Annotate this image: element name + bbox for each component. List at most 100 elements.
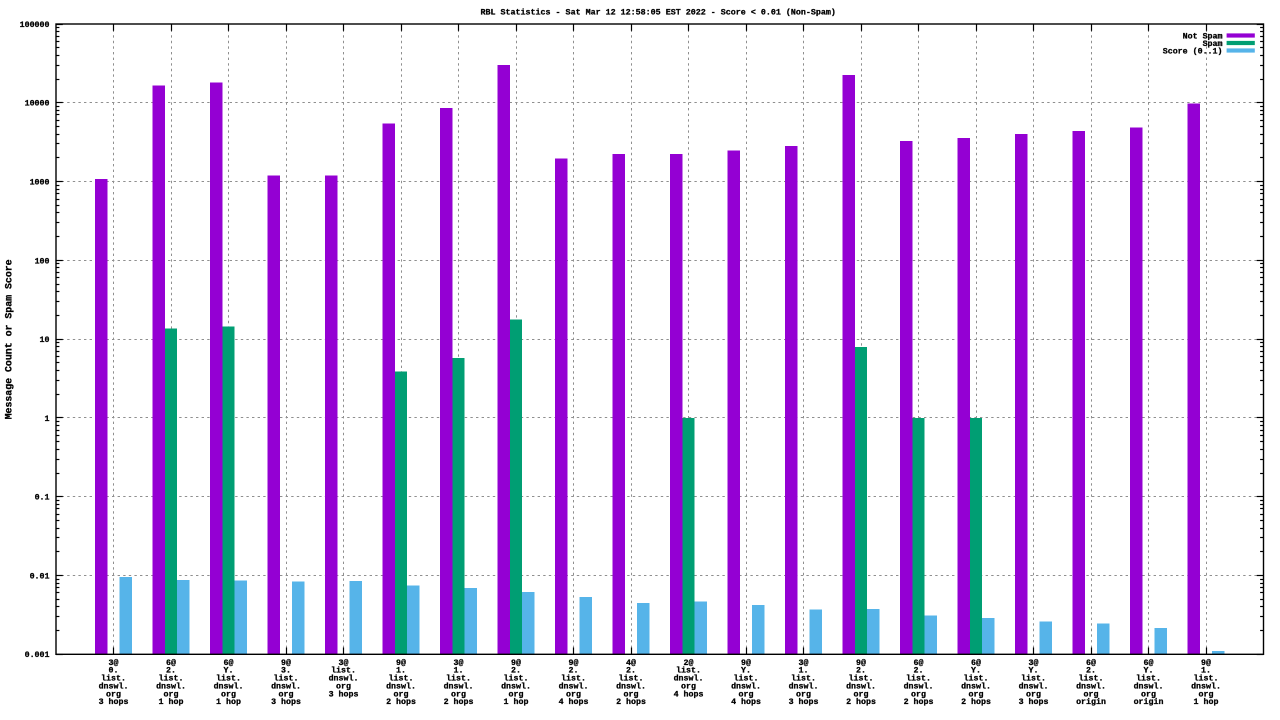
- svg-text:1.: 1.: [799, 667, 809, 676]
- svg-text:list.: list.: [101, 674, 126, 684]
- svg-text:1000: 1000: [30, 178, 50, 187]
- svg-text:org: org: [739, 690, 754, 699]
- svg-text:Spam: Spam: [1203, 40, 1223, 49]
- svg-text:4 hops: 4 hops: [731, 697, 761, 707]
- svg-text:4@: 4@: [626, 658, 636, 668]
- svg-text:6@: 6@: [1086, 658, 1096, 668]
- svg-text:0.1: 0.1: [35, 494, 50, 503]
- svg-text:dnswl.: dnswl.: [904, 681, 934, 691]
- svg-text:list.: list.: [964, 674, 989, 684]
- svg-text:dnswl.: dnswl.: [1134, 681, 1164, 691]
- svg-text:dnswl.: dnswl.: [846, 681, 876, 691]
- svg-text:dnswl.: dnswl.: [674, 674, 704, 684]
- svg-text:list.: list.: [906, 674, 931, 684]
- svg-text:org: org: [1084, 690, 1099, 699]
- svg-text:Score (0..1): Score (0..1): [1163, 46, 1223, 56]
- svg-text:9@: 9@: [856, 658, 866, 668]
- svg-text:9@: 9@: [396, 658, 406, 668]
- svg-text:org: org: [911, 690, 926, 699]
- svg-text:9@: 9@: [569, 658, 579, 668]
- svg-text:list.: list.: [331, 666, 356, 676]
- svg-text:Y.: Y.: [741, 667, 751, 676]
- svg-text:3@: 3@: [799, 658, 809, 668]
- svg-text:2.: 2.: [856, 667, 866, 676]
- svg-text:list.: list.: [389, 674, 414, 684]
- svg-text:100: 100: [35, 257, 50, 266]
- svg-text:list.: list.: [504, 674, 529, 684]
- svg-text:list.: list.: [274, 674, 299, 684]
- svg-text:Y.: Y.: [971, 667, 981, 676]
- svg-text:2.: 2.: [511, 667, 521, 676]
- svg-text:6@: 6@: [1144, 658, 1154, 668]
- svg-text:9@: 9@: [1201, 658, 1211, 668]
- svg-text:10000: 10000: [25, 100, 50, 109]
- svg-text:org: org: [279, 690, 294, 699]
- svg-text:4 hops: 4 hops: [559, 697, 589, 707]
- svg-text:list.: list.: [676, 666, 701, 676]
- svg-text:100000: 100000: [20, 21, 50, 30]
- svg-text:dnswl.: dnswl.: [444, 681, 474, 691]
- svg-text:org: org: [509, 690, 524, 699]
- svg-text:3 hops: 3 hops: [271, 697, 301, 707]
- svg-text:dnswl.: dnswl.: [386, 681, 416, 691]
- svg-text:2.: 2.: [569, 667, 579, 676]
- svg-text:2 hops: 2 hops: [904, 697, 934, 707]
- svg-text:origin: origin: [1076, 697, 1106, 707]
- svg-text:10: 10: [40, 336, 50, 345]
- svg-text:dnswl.: dnswl.: [1019, 681, 1049, 691]
- svg-text:1 hop: 1 hop: [504, 697, 529, 707]
- svg-text:1: 1: [45, 415, 50, 424]
- svg-text:dnswl.: dnswl.: [559, 681, 589, 691]
- svg-text:org: org: [1026, 690, 1041, 699]
- svg-text:dnswl.: dnswl.: [271, 681, 301, 691]
- svg-text:dnswl.: dnswl.: [731, 681, 761, 691]
- svg-text:2.: 2.: [914, 667, 924, 676]
- svg-text:list.: list.: [849, 674, 874, 684]
- svg-text:list.: list.: [1021, 674, 1046, 684]
- svg-text:1 hop: 1 hop: [216, 697, 241, 707]
- svg-text:org: org: [106, 690, 121, 699]
- svg-text:list.: list.: [159, 674, 184, 684]
- svg-text:dnswl.: dnswl.: [329, 674, 359, 684]
- svg-text:1 hop: 1 hop: [1194, 697, 1219, 707]
- svg-text:dnswl.: dnswl.: [616, 681, 646, 691]
- svg-text:org: org: [1199, 690, 1214, 699]
- svg-text:3.: 3.: [281, 667, 291, 676]
- svg-text:Y.: Y.: [1029, 667, 1039, 676]
- svg-text:org: org: [969, 690, 984, 699]
- svg-text:3@: 3@: [339, 658, 349, 668]
- svg-text:4 hops: 4 hops: [674, 689, 704, 699]
- svg-text:3 hops: 3 hops: [99, 697, 129, 707]
- svg-text:3@: 3@: [1029, 658, 1039, 668]
- svg-text:RBL Statistics - Sat Mar 12 12: RBL Statistics - Sat Mar 12 12:58:05 EST…: [480, 7, 836, 17]
- svg-text:3@: 3@: [109, 658, 119, 668]
- svg-text:dnswl.: dnswl.: [501, 681, 531, 691]
- svg-text:dnswl.: dnswl.: [214, 681, 244, 691]
- svg-text:list.: list.: [1079, 674, 1104, 684]
- svg-text:list.: list.: [446, 674, 471, 684]
- svg-text:2 hops: 2 hops: [386, 697, 416, 707]
- svg-text:9@: 9@: [741, 658, 751, 668]
- svg-text:dnswl.: dnswl.: [1191, 681, 1221, 691]
- svg-text:list.: list.: [734, 674, 759, 684]
- svg-text:3 hops: 3 hops: [1019, 697, 1049, 707]
- svg-text:Not Spam: Not Spam: [1183, 32, 1223, 41]
- svg-text:list.: list.: [619, 674, 644, 684]
- svg-text:3@: 3@: [454, 658, 464, 668]
- svg-text:0.: 0.: [109, 667, 119, 676]
- svg-text:2 hops: 2 hops: [616, 697, 646, 707]
- svg-text:org: org: [796, 690, 811, 699]
- svg-text:2.: 2.: [626, 667, 636, 676]
- svg-text:list.: list.: [1136, 674, 1161, 684]
- svg-text:org: org: [221, 690, 236, 699]
- svg-text:org: org: [336, 682, 351, 691]
- svg-text:org: org: [566, 690, 581, 699]
- svg-text:2.: 2.: [1086, 667, 1096, 676]
- svg-text:list.: list.: [561, 674, 586, 684]
- svg-text:dnswl.: dnswl.: [156, 681, 186, 691]
- svg-text:list.: list.: [791, 674, 816, 684]
- svg-text:3 hops: 3 hops: [329, 689, 359, 699]
- svg-text:Message Count or Spam Score: Message Count or Spam Score: [4, 259, 15, 419]
- svg-text:list.: list.: [216, 674, 241, 684]
- svg-text:org: org: [1141, 690, 1156, 699]
